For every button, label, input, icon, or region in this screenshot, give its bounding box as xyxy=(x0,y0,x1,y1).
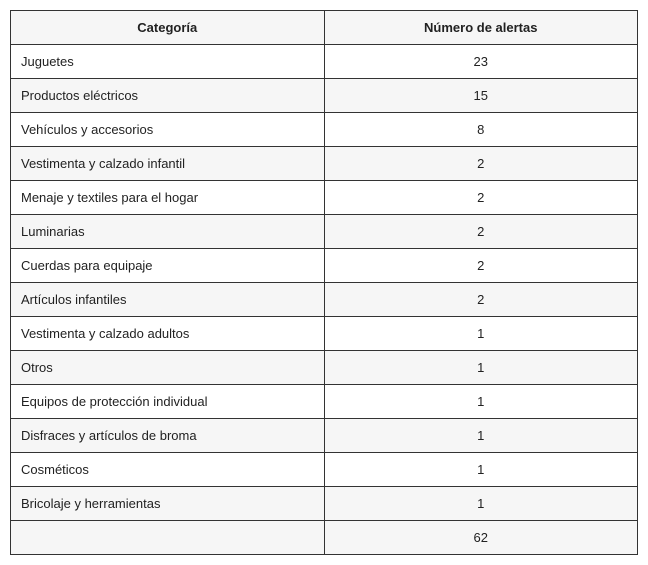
cell-category: Otros xyxy=(11,351,325,385)
table-row: Bricolaje y herramientas 1 xyxy=(11,487,638,521)
table-row: Vestimenta y calzado infantil 2 xyxy=(11,147,638,181)
cell-alerts: 8 xyxy=(324,113,638,147)
cell-category: Menaje y textiles para el hogar xyxy=(11,181,325,215)
cell-category: Bricolaje y herramientas xyxy=(11,487,325,521)
table-row: Cuerdas para equipaje 2 xyxy=(11,249,638,283)
table-row: Vestimenta y calzado adultos 1 xyxy=(11,317,638,351)
alerts-table: Categoría Número de alertas Juguetes 23 … xyxy=(10,10,638,555)
cell-alerts: 1 xyxy=(324,317,638,351)
col-header-alerts: Número de alertas xyxy=(324,11,638,45)
table-row: Artículos infantiles 2 xyxy=(11,283,638,317)
cell-alerts: 2 xyxy=(324,215,638,249)
cell-alerts: 1 xyxy=(324,487,638,521)
table-row: Luminarias 2 xyxy=(11,215,638,249)
cell-category: Luminarias xyxy=(11,215,325,249)
table-row: Menaje y textiles para el hogar 2 xyxy=(11,181,638,215)
cell-alerts: 2 xyxy=(324,249,638,283)
cell-alerts: 1 xyxy=(324,351,638,385)
cell-alerts: 1 xyxy=(324,453,638,487)
cell-alerts: 15 xyxy=(324,79,638,113)
table-row: Equipos de protección individual 1 xyxy=(11,385,638,419)
cell-alerts: 2 xyxy=(324,147,638,181)
cell-alerts: 23 xyxy=(324,45,638,79)
table-row: Juguetes 23 xyxy=(11,45,638,79)
col-header-category: Categoría xyxy=(11,11,325,45)
cell-category: Cosméticos xyxy=(11,453,325,487)
cell-alerts: 2 xyxy=(324,181,638,215)
cell-category: Vestimenta y calzado adultos xyxy=(11,317,325,351)
table-row: Otros 1 xyxy=(11,351,638,385)
cell-category: Equipos de protección individual xyxy=(11,385,325,419)
cell-total-alerts: 62 xyxy=(324,521,638,555)
cell-category: Productos eléctricos xyxy=(11,79,325,113)
cell-category: Vestimenta y calzado infantil xyxy=(11,147,325,181)
cell-alerts: 2 xyxy=(324,283,638,317)
cell-category: Juguetes xyxy=(11,45,325,79)
cell-alerts: 1 xyxy=(324,419,638,453)
table-row: Vehículos y accesorios 8 xyxy=(11,113,638,147)
table-row: Cosméticos 1 xyxy=(11,453,638,487)
cell-alerts: 1 xyxy=(324,385,638,419)
cell-category: Cuerdas para equipaje xyxy=(11,249,325,283)
table-header-row: Categoría Número de alertas xyxy=(11,11,638,45)
table-row: Disfraces y artículos de broma 1 xyxy=(11,419,638,453)
cell-category: Disfraces y artículos de broma xyxy=(11,419,325,453)
cell-category: Vehículos y accesorios xyxy=(11,113,325,147)
cell-category: Artículos infantiles xyxy=(11,283,325,317)
cell-total-category xyxy=(11,521,325,555)
table-total-row: 62 xyxy=(11,521,638,555)
table-row: Productos eléctricos 15 xyxy=(11,79,638,113)
